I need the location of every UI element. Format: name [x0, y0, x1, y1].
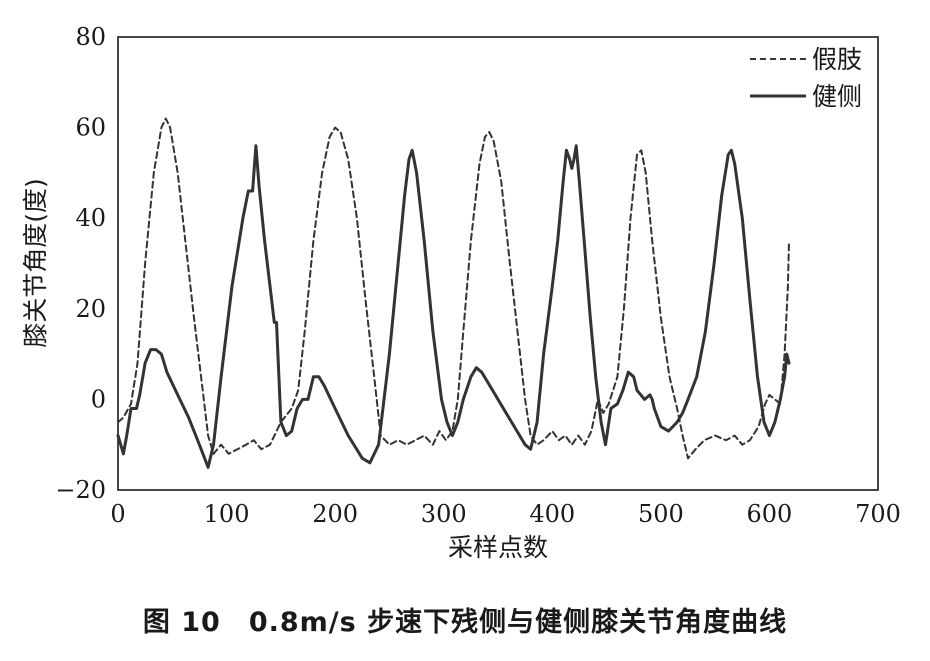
x-axis-ticks: 0 100 200 300 400 500 600 700 [110, 500, 901, 528]
x-tick-label: 0 [110, 500, 125, 528]
series-layer [116, 117, 791, 469]
x-tick-label: 700 [855, 500, 901, 528]
y-axis-title: 膝关节角度(度) [21, 178, 50, 348]
y-tick-label: 0 [91, 385, 106, 413]
x-tick-label: 600 [747, 500, 793, 528]
y-tick-label: 20 [75, 295, 106, 323]
series-line-prosthesis [117, 117, 790, 460]
y-tick-label: −20 [55, 476, 106, 504]
legend-label-prosthesis: 假肢 [812, 45, 862, 74]
x-tick-label: 300 [421, 500, 467, 528]
series-line-healthy [116, 144, 791, 469]
x-tick-label: 400 [529, 500, 575, 528]
plot-area-frame [117, 36, 879, 491]
y-tick-label: 80 [75, 23, 106, 51]
x-tick-label: 100 [204, 500, 250, 528]
legend: 假肢 健侧 [750, 45, 862, 111]
y-tick-label: 60 [75, 114, 106, 142]
x-tick-label: 500 [638, 500, 684, 528]
x-tick-label: 200 [312, 500, 358, 528]
legend-label-healthy: 健侧 [812, 82, 862, 111]
x-axis-title: 采样点数 [448, 533, 548, 562]
y-tick-label: 40 [75, 204, 106, 232]
y-axis-ticks: −20 0 20 40 60 80 [55, 23, 106, 504]
figure-caption: 图 10 0.8m/s 步速下残侧与健侧膝关节角度曲线 [142, 607, 788, 638]
